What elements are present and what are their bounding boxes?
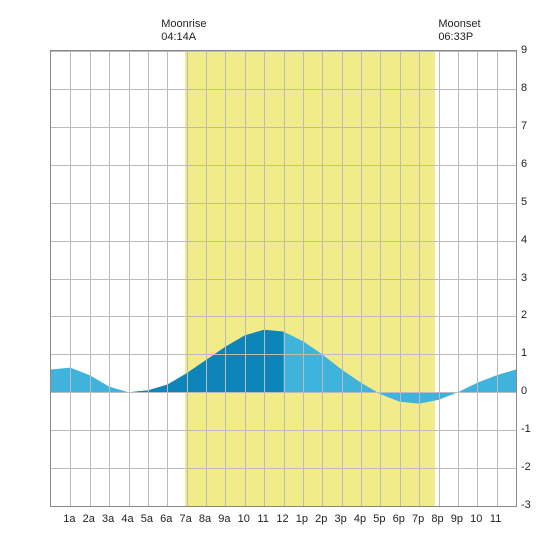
grid-line-v (322, 51, 323, 506)
y-tick-label: -3 (521, 499, 531, 511)
y-tick-label: 7 (521, 120, 527, 132)
x-tick-label: 3p (335, 513, 347, 525)
grid-line-v (303, 51, 304, 506)
y-tick-label: 1 (521, 347, 527, 359)
grid-line-v (129, 51, 130, 506)
x-tick-label: 11 (257, 513, 268, 525)
plot-area (50, 50, 517, 507)
x-tick-label: 7a (180, 513, 192, 525)
x-tick-label: 9a (218, 513, 230, 525)
y-tick-label: 3 (521, 272, 527, 284)
x-tick-label: 12 (276, 513, 288, 525)
moonrise-value: 04:14A (161, 31, 206, 44)
grid (51, 51, 516, 506)
grid-line-v (477, 51, 478, 506)
y-tick-label: 6 (521, 158, 527, 170)
x-tick-label: 2a (83, 513, 95, 525)
grid-line-v (458, 51, 459, 506)
x-tick-label: 3a (102, 513, 114, 525)
grid-line-v (187, 51, 188, 506)
grid-line-v (90, 51, 91, 506)
y-tick-label: 8 (521, 82, 527, 94)
grid-line-v (361, 51, 362, 506)
y-tick-label: -2 (521, 461, 531, 473)
grid-line-v (284, 51, 285, 506)
grid-line-v (167, 51, 168, 506)
y-tick-label: 5 (521, 196, 527, 208)
grid-line-v (206, 51, 207, 506)
moonrise-annotation: Moonrise 04:14A (161, 18, 206, 44)
x-tick-label: 9p (451, 513, 463, 525)
moonset-label: Moonset (438, 18, 480, 31)
x-tick-label: 2p (315, 513, 327, 525)
x-tick-label: 6p (393, 513, 405, 525)
y-tick-label: 2 (521, 309, 527, 321)
x-tick-label: 10 (470, 513, 482, 525)
moonrise-label: Moonrise (161, 18, 206, 31)
y-tick-label: -1 (521, 423, 531, 435)
y-tick-label: 0 (521, 385, 527, 397)
grid-line-v (497, 51, 498, 506)
x-tick-label: 5p (373, 513, 385, 525)
grid-line-v (380, 51, 381, 506)
x-tick-label: 4a (121, 513, 133, 525)
grid-line-h (51, 506, 516, 507)
y-tick-label: 9 (521, 44, 527, 56)
grid-line-v (148, 51, 149, 506)
grid-line-v (70, 51, 71, 506)
x-tick-label: 8p (431, 513, 443, 525)
x-tick-label: 5a (141, 513, 153, 525)
x-tick-label: 8a (199, 513, 211, 525)
x-tick-label: 6a (160, 513, 172, 525)
x-tick-label: 11 (490, 513, 501, 525)
x-tick-label: 1a (63, 513, 75, 525)
grid-line-v (225, 51, 226, 506)
moonset-annotation: Moonset 06:33P (438, 18, 480, 44)
moonset-value: 06:33P (438, 31, 480, 44)
x-tick-label: 10 (238, 513, 250, 525)
grid-line-v (245, 51, 246, 506)
tide-chart: Moonrise 04:14A Moonset 06:33P -3-2-1012… (10, 10, 540, 540)
grid-line-v (439, 51, 440, 506)
grid-line-v (419, 51, 420, 506)
x-tick-label: 1p (296, 513, 308, 525)
x-tick-label: 7p (412, 513, 424, 525)
grid-line-v (400, 51, 401, 506)
grid-line-v (342, 51, 343, 506)
grid-line-v (264, 51, 265, 506)
x-tick-label: 4p (354, 513, 366, 525)
y-tick-label: 4 (521, 234, 527, 246)
grid-line-v (109, 51, 110, 506)
